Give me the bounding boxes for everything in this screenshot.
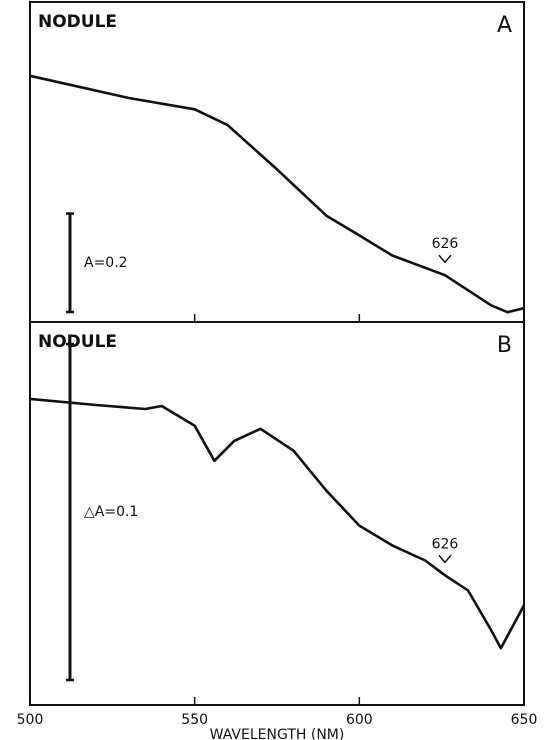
panel-label: B (497, 333, 512, 358)
spectrum-line (29, 74, 525, 314)
scale-bar-label: A=0.2 (84, 255, 128, 271)
annotation-label: 626 (432, 536, 459, 552)
panel-title: NODULE (38, 12, 117, 32)
annotation-caret (438, 254, 452, 264)
annotation-label: 626 (432, 236, 459, 252)
x-tick-label: 550 (181, 712, 208, 728)
plot-frame (29, 1, 525, 323)
annotation-caret (438, 554, 452, 564)
x-tick-label: 650 (511, 712, 538, 728)
scale-bar-label: △A=0.1 (84, 504, 138, 520)
spectrum-line (29, 397, 526, 650)
x-tick-label: 600 (346, 712, 373, 728)
x-tick-label: 500 (17, 712, 44, 728)
panel-title: NODULE (38, 332, 117, 352)
panel-label: A (497, 13, 512, 38)
x-axis-label: WAVELENGTH (NM) (210, 727, 345, 740)
plot-frame (29, 321, 525, 706)
